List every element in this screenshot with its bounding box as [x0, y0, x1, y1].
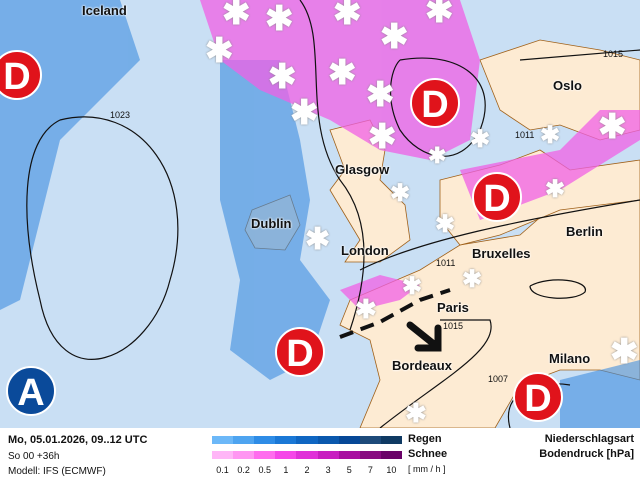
- isobar-label: 1011: [436, 258, 456, 268]
- snowflake-icon: ✱: [366, 76, 395, 114]
- snowflake-icon: ✱: [435, 211, 456, 238]
- scale-tick: 0.1: [216, 465, 229, 475]
- city-label: Dublin: [251, 216, 292, 231]
- scale-ticks: 0.1 0.2 0.5 1 2 3 5 7 10: [212, 465, 402, 475]
- snowflake-icon: ✱: [470, 126, 491, 153]
- snow-color-swatch: [338, 451, 360, 459]
- low-pressure-icon: D: [410, 78, 460, 128]
- snow-color-swatch: [296, 451, 318, 459]
- forecast-date: Mo, 05.01.2026, 09..12 UTC: [8, 434, 148, 446]
- snow-label: Schnee: [408, 448, 448, 460]
- snowflake-icon: ✱: [610, 333, 639, 371]
- rain-color-scale: [212, 436, 402, 444]
- snowflake-icon: ✱: [222, 0, 251, 32]
- scale-tick: 1: [283, 465, 289, 475]
- low-pressure-icon: D: [275, 327, 325, 377]
- rain-label: Regen: [408, 433, 442, 445]
- city-label: Iceland: [82, 3, 127, 18]
- isobar-label: 1007: [488, 374, 509, 384]
- snowflake-icon: ✱: [268, 58, 297, 96]
- high-pressure-icon: A: [6, 366, 56, 416]
- legend: Mo, 05.01.2026, 09..12 UTC So 00 +36h Mo…: [0, 428, 640, 478]
- isobars: [26, 0, 640, 428]
- rain-color-swatch: [359, 436, 381, 444]
- snowflake-icon: ✱: [265, 0, 294, 38]
- snowflake-icon: ✱: [390, 180, 411, 207]
- snowflake-icon: ✱: [402, 273, 423, 300]
- snowflake-icon: ✱: [205, 32, 234, 70]
- rain-color-swatch: [317, 436, 339, 444]
- pressure-label: Bodendruck [hPa]: [539, 448, 634, 460]
- model-run: So 00 +36h: [8, 451, 60, 462]
- snow-color-swatch: [254, 451, 276, 459]
- rain-color-swatch: [212, 436, 234, 444]
- rain-color-swatch: [275, 436, 297, 444]
- city-label: Oslo: [553, 78, 582, 93]
- snow-color-swatch: [275, 451, 297, 459]
- snowflake-icon: ✱: [355, 294, 377, 324]
- low-pressure-icon: D: [472, 172, 522, 222]
- city-label: Berlin: [566, 224, 603, 239]
- city-label: Paris: [437, 300, 469, 315]
- rain-color-swatch: [296, 436, 318, 444]
- scale-tick: 2: [304, 465, 310, 475]
- rain-color-swatch: [380, 436, 402, 444]
- model-name: Modell: IFS (ECMWF): [8, 466, 106, 477]
- unit-label: [ mm / h ]: [408, 464, 446, 474]
- low-pressure-icon: D: [0, 50, 42, 100]
- city-label: Milano: [549, 351, 591, 366]
- isobar-label: 1011: [515, 130, 535, 140]
- snowflake-icon: ✱: [540, 122, 561, 149]
- snowflake-icon: ✱: [428, 143, 447, 168]
- rain-color-swatch: [338, 436, 360, 444]
- snowflake-icon: ✱: [368, 118, 397, 156]
- isobar-label: 1015: [443, 321, 464, 331]
- isobar-label: 1023: [110, 110, 131, 120]
- snowflake-icon: ✱: [290, 94, 319, 132]
- movement-arrow-icon: [406, 321, 442, 352]
- low-pressure-icon: D: [513, 372, 563, 422]
- snow-color-swatch: [317, 451, 339, 459]
- snowflake-icon: ✱: [305, 223, 331, 256]
- precip-type-label: Niederschlagsart: [544, 433, 634, 445]
- snow-color-swatch: [359, 451, 381, 459]
- snowflake-icon: ✱: [328, 54, 357, 92]
- city-label: London: [341, 243, 389, 258]
- scale-tick: 0.2: [237, 465, 250, 475]
- snow-color-swatch: [233, 451, 255, 459]
- snowflake-icon: ✱: [598, 108, 627, 146]
- snowflake-icon: ✱: [462, 266, 483, 293]
- snowflake-icon: ✱: [405, 398, 427, 428]
- snowflake-icon: ✱: [380, 18, 409, 56]
- rain-color-swatch: [233, 436, 255, 444]
- snow-color-scale: [212, 451, 402, 459]
- snowflake-icon: ✱: [333, 0, 362, 32]
- snow-color-swatch: [212, 451, 234, 459]
- snowflake-icon: ✱: [545, 176, 566, 203]
- city-label: Glasgow: [335, 162, 390, 177]
- scale-tick: 5: [346, 465, 352, 475]
- scale-tick: 10: [386, 465, 397, 475]
- rain-color-swatch: [254, 436, 276, 444]
- isobar-label: 1015: [603, 49, 624, 59]
- snow-color-swatch: [380, 451, 402, 459]
- city-label: Bruxelles: [472, 246, 531, 261]
- scale-tick: 7: [367, 465, 373, 475]
- scale-tick: 0.5: [258, 465, 272, 475]
- scale-tick: 3: [325, 465, 331, 475]
- city-label: Bordeaux: [392, 358, 452, 373]
- snowflake-icon: ✱: [425, 0, 454, 30]
